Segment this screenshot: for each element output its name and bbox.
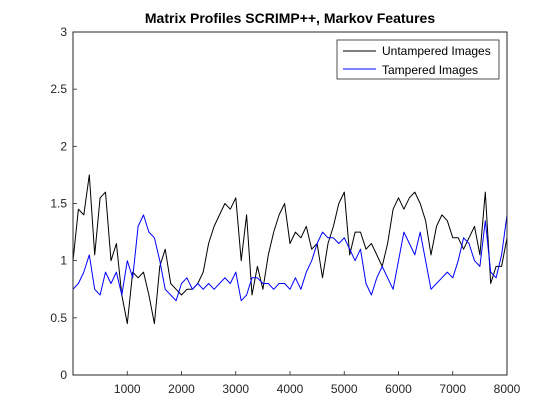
legend-box xyxy=(336,39,500,80)
series-line-untampered xyxy=(72,174,508,325)
x-tick-label: 1000 xyxy=(114,382,141,396)
axes-box xyxy=(72,31,508,376)
chart-title: Matrix Profiles SCRIMP++, Markov Feature… xyxy=(145,10,435,26)
x-tick-label: 5000 xyxy=(331,382,358,396)
series-layer xyxy=(72,174,508,325)
ticks-layer: 1000 2000 3000 4000 5000 6000 7000 8000 0 0.5 1 1.5… xyxy=(50,25,520,396)
y-tick-label: 0.5 xyxy=(50,311,67,325)
x-tick-label: 8000 xyxy=(494,382,521,396)
y-tick-label: 2 xyxy=(60,139,67,153)
y-tick-label: 1.5 xyxy=(50,197,67,211)
x-tick-label: 2000 xyxy=(168,382,195,396)
x-tick-label: 4000 xyxy=(277,382,304,396)
series-line-tampered xyxy=(72,214,508,302)
y-tick-label: 3 xyxy=(60,25,67,39)
x-tick-label: 6000 xyxy=(385,382,412,396)
x-tick-label: 7000 xyxy=(439,382,466,396)
legend: Untampered Images Tampered Images xyxy=(336,39,500,80)
legend-label-untampered: Untampered Images xyxy=(382,44,491,58)
legend-label-tampered: Tampered Images xyxy=(382,63,478,77)
y-tick-label: 1 xyxy=(60,254,67,268)
plot-area: 1000 2000 3000 4000 5000 6000 7000 8000 0 0.5 1 1.5… xyxy=(50,25,520,396)
y-tick-label: 2.5 xyxy=(50,82,67,96)
y-tick-label: 0 xyxy=(60,368,67,382)
x-tick-label: 3000 xyxy=(222,382,249,396)
